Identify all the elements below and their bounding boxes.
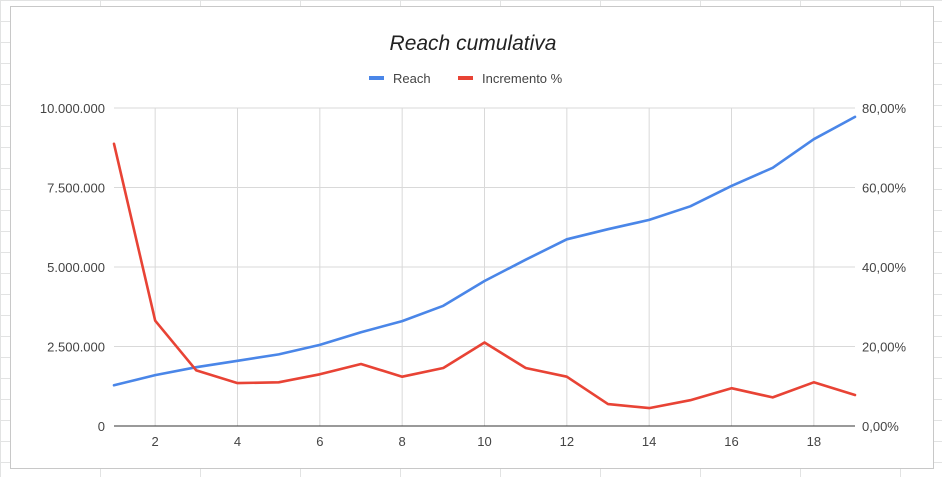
incremento-point[interactable]	[359, 361, 364, 366]
incremento-point[interactable]	[194, 368, 199, 373]
reach-point[interactable]	[523, 257, 528, 262]
incremento-point[interactable]	[688, 398, 693, 403]
reach-point[interactable]	[729, 183, 734, 188]
legend-label-incremento: Incremento %	[482, 71, 563, 86]
series-line-incremento[interactable]	[112, 142, 857, 410]
reach-point[interactable]	[564, 237, 569, 242]
incremento-point[interactable]	[606, 402, 611, 407]
reach-point[interactable]	[359, 330, 364, 335]
incremento-point[interactable]	[112, 141, 117, 146]
y-left-tick-label: 7.500.000	[47, 181, 105, 196]
y-left-tick-label: 5.000.000	[47, 260, 105, 275]
reach-point[interactable]	[811, 137, 816, 142]
y-right-tick-label: 60,00%	[862, 181, 907, 196]
reach-point[interactable]	[688, 204, 693, 209]
incremento-point[interactable]	[853, 392, 858, 397]
x-tick-label: 16	[724, 434, 738, 449]
incremento-point[interactable]	[564, 374, 569, 379]
y-right-tick-label: 80,00%	[862, 101, 907, 116]
incremento-point[interactable]	[729, 386, 734, 391]
y-right-tick-label: 40,00%	[862, 260, 907, 275]
incremento-point[interactable]	[770, 395, 775, 400]
reach-point[interactable]	[482, 278, 487, 283]
x-tick-label: 18	[807, 434, 821, 449]
reach-point[interactable]	[112, 383, 117, 388]
x-tick-label: 6	[316, 434, 323, 449]
y-left-tick-label: 2.500.000	[47, 340, 105, 355]
chart-title: Reach cumulativa	[390, 32, 557, 55]
x-tick-label: 2	[152, 434, 159, 449]
reach-point[interactable]	[606, 227, 611, 232]
incremento-point[interactable]	[441, 365, 446, 370]
incremento-point[interactable]	[153, 318, 158, 323]
y-left-tick-label: 0	[98, 419, 105, 434]
x-tick-label: 4	[234, 434, 241, 449]
series-line-reach[interactable]	[112, 115, 857, 387]
y-right-tick-label: 0,00%	[862, 419, 899, 434]
x-tick-label: 10	[477, 434, 491, 449]
x-tick-label: 8	[399, 434, 406, 449]
incremento-point[interactable]	[235, 381, 240, 386]
x-tick-label: 12	[560, 434, 574, 449]
x-tick-label: 14	[642, 434, 656, 449]
legend-label-reach: Reach	[393, 71, 431, 86]
incremento-point[interactable]	[811, 380, 816, 385]
incremento-point[interactable]	[400, 374, 405, 379]
reach-point[interactable]	[235, 358, 240, 363]
incremento-point[interactable]	[276, 380, 281, 385]
legend[interactable]: Reach Incremento %	[369, 71, 563, 86]
y-left-tick-label: 10.000.000	[40, 101, 105, 116]
reach-point[interactable]	[317, 342, 322, 347]
incremento-point[interactable]	[482, 340, 487, 345]
y-right-tick-label: 20,00%	[862, 340, 907, 355]
reach-point[interactable]	[400, 319, 405, 324]
chart-frame[interactable]	[10, 6, 934, 469]
reach-point[interactable]	[770, 165, 775, 170]
reach-point[interactable]	[647, 217, 652, 222]
reach-point[interactable]	[153, 373, 158, 378]
reach-point[interactable]	[276, 352, 281, 357]
reach-point[interactable]	[441, 303, 446, 308]
reach-point[interactable]	[853, 114, 858, 119]
incremento-point[interactable]	[647, 406, 652, 411]
incremento-point[interactable]	[523, 365, 528, 370]
incremento-point[interactable]	[317, 372, 322, 377]
